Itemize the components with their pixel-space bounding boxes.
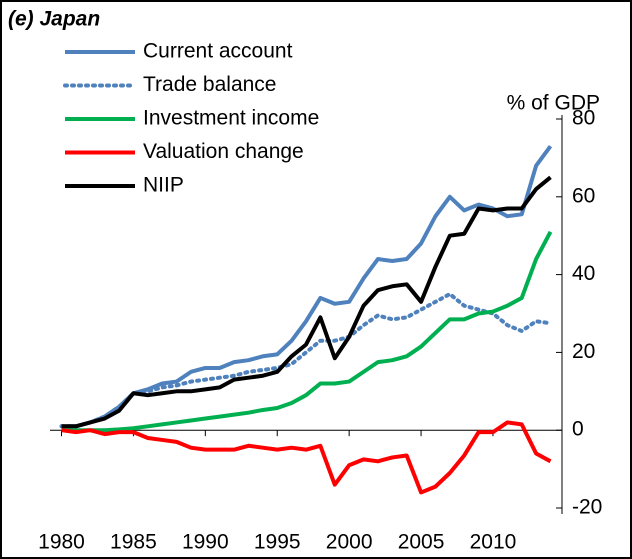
series-line: [59, 292, 553, 429]
x-tick-label: 1980: [38, 531, 85, 554]
chart-title: (e) Japan: [8, 8, 100, 31]
legend-label: Current account: [143, 40, 293, 63]
legend-label: Valuation change: [143, 140, 304, 163]
series-line: [61, 175, 552, 429]
legend-label: Trade balance: [143, 73, 276, 96]
y-tick-label: 0: [572, 418, 584, 441]
y-tick-label: 60: [572, 184, 595, 207]
series-line: [61, 420, 552, 495]
y-tick-label: -20: [572, 496, 602, 519]
y-tick-label: 20: [572, 340, 595, 363]
x-tick-label: 2005: [398, 531, 445, 554]
x-tick-label: 1995: [254, 531, 301, 554]
legend-label: Investment income: [143, 107, 319, 130]
series-line: [61, 230, 553, 433]
y-tick-label: 80: [572, 107, 595, 130]
x-tick-label: 1985: [110, 531, 157, 554]
y-tick-label: 40: [572, 262, 595, 285]
x-tick-label: 2010: [470, 531, 517, 554]
y-axis-label: % of GDP: [507, 92, 600, 115]
x-tick-label: 2000: [326, 531, 373, 554]
series-line: [61, 145, 553, 429]
x-tick-label: 1990: [182, 531, 229, 554]
legend-label: NIIP: [143, 174, 184, 197]
